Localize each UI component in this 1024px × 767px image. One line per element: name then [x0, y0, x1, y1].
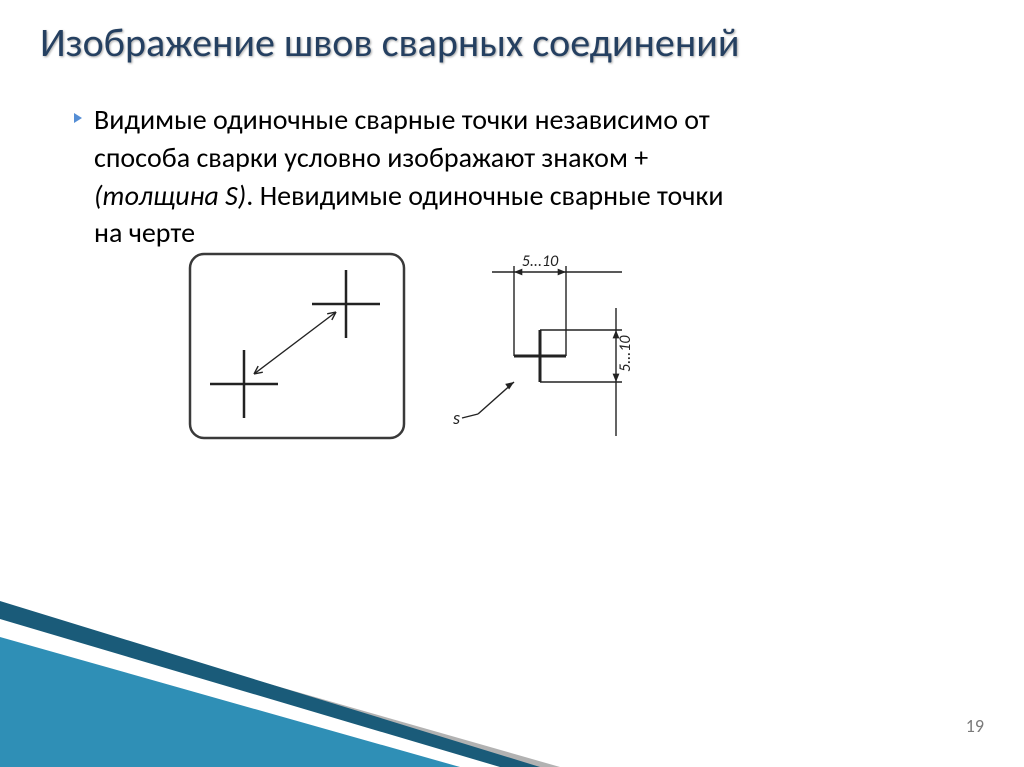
diagram-right: 5...10 5...10 s: [452, 246, 652, 436]
corner-accent: [0, 547, 1024, 767]
page-title: Изображение швов сварных соединений: [0, 0, 1024, 76]
diagram-container: 5...10 5...10 s: [182, 246, 732, 446]
body-italic: (толщина S): [94, 178, 246, 213]
page-number: 19: [966, 715, 984, 737]
content-area: Видимые одиночные сварные точки независи…: [0, 76, 780, 446]
body-pre: Видимые одиночные сварные точки независи…: [94, 102, 710, 175]
body-text: Видимые одиночные сварные точки независи…: [94, 101, 732, 252]
svg-text:5...10: 5...10: [522, 252, 559, 271]
svg-text:s: s: [453, 407, 460, 429]
bullet-item: Видимые одиночные сварные точки независи…: [72, 101, 732, 252]
svg-text:5...10: 5...10: [616, 335, 635, 372]
diagram-left: [182, 246, 412, 446]
bullet-icon: [72, 111, 84, 125]
